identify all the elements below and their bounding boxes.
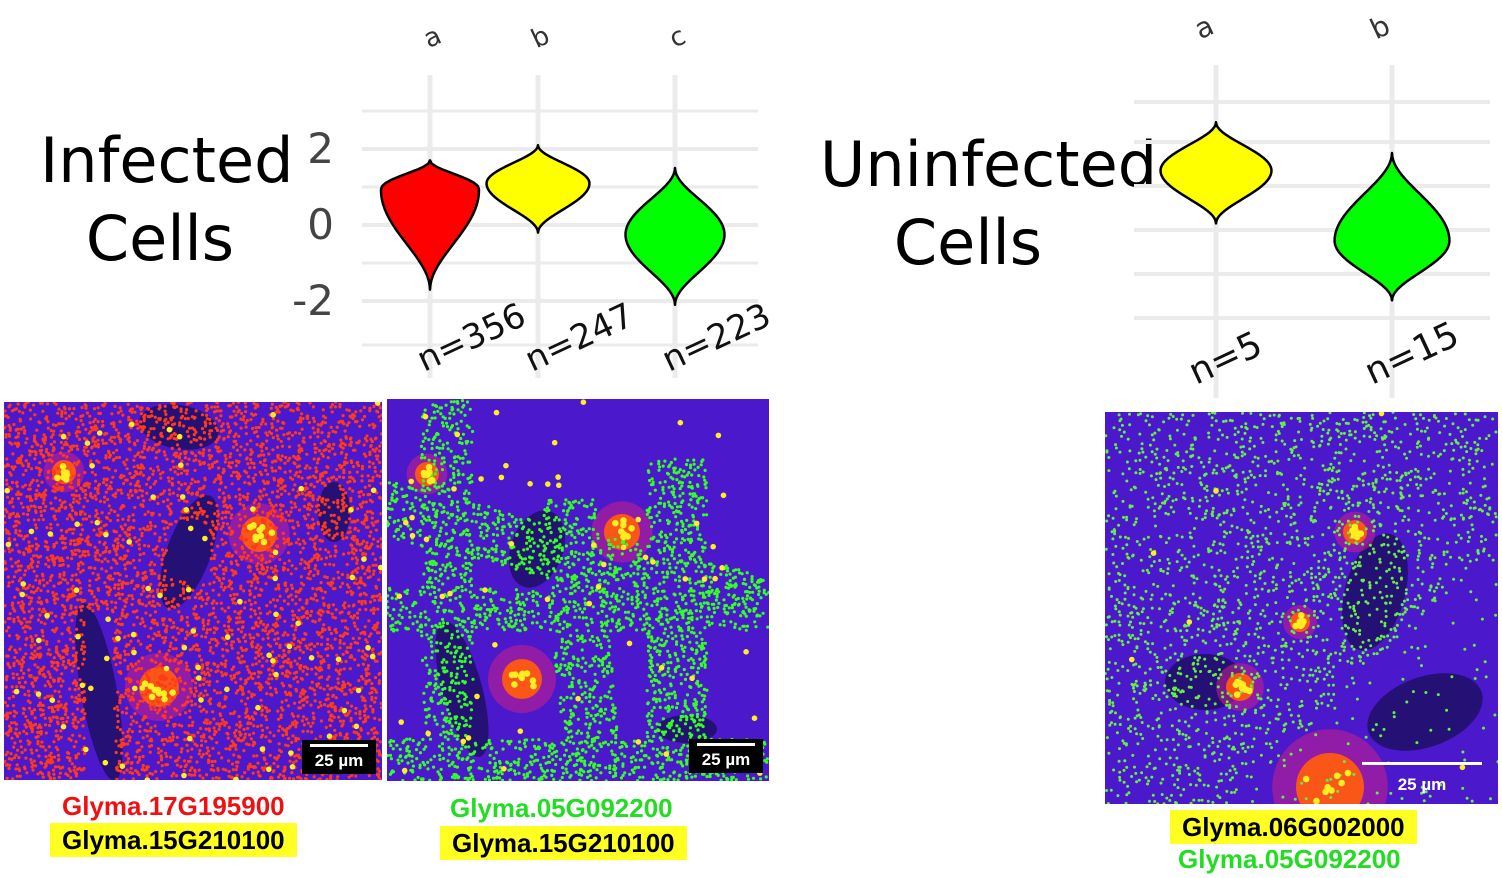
y-tick-label: 2 [307, 124, 334, 173]
group-letter: b [527, 21, 555, 55]
infected-y-ticks: 2 0 -2 [292, 124, 334, 325]
y-tick-label: -2 [292, 276, 334, 325]
uninfected-counts: n=5 n=15 [1182, 314, 1465, 393]
micrograph-infected-green: 25 µm [387, 399, 769, 781]
infected-title: Infected Cells [40, 122, 294, 278]
uninfected-title-line2: Cells [893, 206, 1043, 279]
gene-label-highlight: Glyma.15G210100 [50, 823, 297, 857]
infected-title-line2: Cells [85, 202, 235, 275]
group-letter: a [1189, 9, 1219, 46]
micrograph-infected-red: 25 µm [4, 402, 382, 780]
violin-c [624, 166, 726, 307]
scale-bar-label: 25 µm [701, 750, 751, 769]
gene-label-highlight: Glyma.06G002000 [1170, 810, 1417, 844]
uninfected-title: Uninfected Cells [820, 126, 1158, 282]
scale-bar-label: 25 µm [314, 751, 364, 770]
gene-label-red: Glyma.17G195900 [62, 791, 285, 821]
violin-a [379, 159, 481, 291]
scale-bar: 25 µm [1354, 758, 1490, 798]
infected-letters: a b c [419, 21, 690, 55]
count-label: n=15 [1358, 314, 1465, 393]
group-letter: a [419, 21, 446, 55]
violin-b [485, 143, 591, 234]
count-label: n=5 [1182, 324, 1268, 393]
infected-title-line1: Infected [40, 124, 294, 197]
scale-bar: 25 µm [689, 739, 763, 773]
scale-bar-label: 25 µm [1397, 775, 1447, 794]
gene-label-highlight: Glyma.15G210100 [440, 826, 687, 860]
uninfected-violins [1159, 120, 1451, 302]
group-letter: c [665, 21, 691, 54]
gene-label-green: Glyma.05G092200 [1178, 844, 1401, 874]
gene-label-green: Glyma.05G092200 [450, 793, 673, 823]
infected-violins [379, 143, 726, 307]
uninfected-title-line1: Uninfected [820, 128, 1158, 201]
micrograph-uninfected: 25 µm [1105, 412, 1498, 804]
violin-b [1333, 151, 1451, 302]
scale-bar: 25 µm [302, 740, 376, 774]
violin-a [1159, 120, 1273, 225]
group-letter: b [1365, 9, 1395, 46]
y-tick-label: 0 [307, 200, 334, 249]
